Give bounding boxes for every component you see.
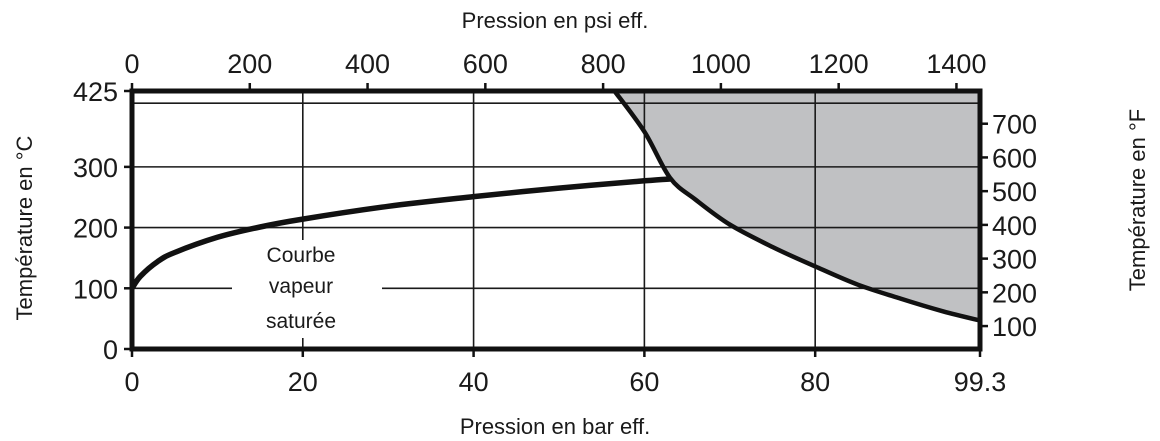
x-bottom-tick-label: 80 bbox=[800, 367, 830, 397]
x-bottom-axis-title: Pression en bar eff. bbox=[460, 414, 650, 439]
saturated-steam-curve bbox=[132, 179, 670, 288]
y-right-tick-label: 100 bbox=[992, 312, 1037, 342]
annotation-line-1: Courbe bbox=[267, 244, 336, 267]
x-top-tick-label: 1000 bbox=[691, 49, 751, 79]
y-left-tick-label: 100 bbox=[73, 274, 118, 304]
x-top-tick-label: 1400 bbox=[926, 49, 986, 79]
x-top-tick-label: 200 bbox=[227, 49, 272, 79]
y-left-tick-label: 425 bbox=[73, 77, 118, 107]
y-left-tick-label: 0 bbox=[103, 335, 118, 365]
annotation-line-2: vapeur bbox=[269, 275, 333, 298]
y-right-tick-label: 400 bbox=[992, 211, 1037, 241]
x-bottom-tick-label: 40 bbox=[459, 367, 489, 397]
y-right-tick-label: 500 bbox=[992, 177, 1037, 207]
x-bottom-tick-label: 0 bbox=[124, 367, 139, 397]
x-top-tick-label: 400 bbox=[345, 49, 390, 79]
x-top-axis-title: Pression en psi eff. bbox=[462, 8, 649, 33]
x-bottom-tick-label: 20 bbox=[288, 367, 318, 397]
x-top-tick-label: 1200 bbox=[809, 49, 869, 79]
x-top-tick-label: 0 bbox=[124, 49, 139, 79]
annotation-line-3: saturée bbox=[266, 310, 336, 333]
shaded-region bbox=[615, 91, 981, 321]
y-right-tick-label: 700 bbox=[992, 110, 1037, 140]
y-right-tick-label: 200 bbox=[992, 278, 1037, 308]
y-left-tick-label: 200 bbox=[73, 214, 118, 244]
y-left-tick-label: 300 bbox=[73, 153, 118, 183]
x-top-tick-label: 600 bbox=[463, 49, 508, 79]
x-top-tick-label: 800 bbox=[581, 49, 626, 79]
x-bottom-tick-label: 60 bbox=[629, 367, 659, 397]
y-right-tick-label: 600 bbox=[992, 143, 1037, 173]
x-bottom-tick-label: 99.3 bbox=[954, 367, 1007, 397]
y-right-axis-title: Température en °F bbox=[1125, 109, 1150, 291]
y-left-axis-title: Température en °C bbox=[12, 135, 37, 320]
y-right-tick-label: 300 bbox=[992, 245, 1037, 275]
